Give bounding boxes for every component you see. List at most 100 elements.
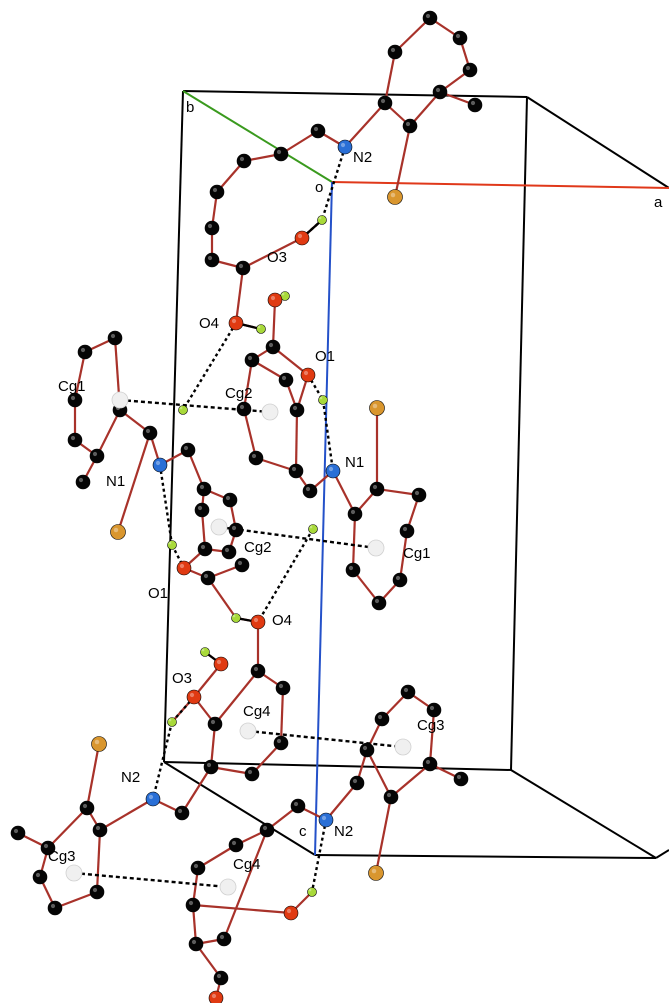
carbon-atom <box>79 800 95 816</box>
label-o1-left: O1 <box>148 585 168 602</box>
oxygen-atom <box>186 689 202 705</box>
atom-highlight <box>155 460 161 466</box>
atom-highlight <box>281 375 287 381</box>
atom-highlight <box>239 404 245 410</box>
oxygen-atom <box>250 614 266 630</box>
bond <box>394 17 431 53</box>
bond <box>374 796 393 874</box>
carbon-atom <box>47 900 63 916</box>
carbon-atom <box>426 702 442 718</box>
bond <box>95 829 102 893</box>
atom-highlight <box>207 255 213 261</box>
carbon-atom <box>383 789 399 805</box>
atom-highlight <box>92 887 98 893</box>
carbon-atom <box>399 523 415 539</box>
atom-highlight <box>110 333 116 339</box>
hydrogen-bond <box>320 146 347 221</box>
cell-edge <box>655 849 669 859</box>
carbon-atom <box>359 742 375 758</box>
atom-highlight <box>207 223 213 229</box>
bond <box>398 530 409 581</box>
bond <box>197 844 237 869</box>
bond <box>294 409 299 472</box>
label-cg3-left: Cg3 <box>48 848 76 865</box>
atom-highlight <box>197 505 203 511</box>
carbon-atom <box>213 970 229 986</box>
atom-highlight <box>372 403 378 409</box>
axis-c <box>314 181 333 856</box>
label-cg2-left: Cg2 <box>225 385 253 402</box>
atom-highlight <box>281 292 285 296</box>
carbon-atom <box>221 544 237 560</box>
carbon-atom <box>236 401 252 417</box>
atom-highlight <box>395 575 401 581</box>
carbon-atom <box>222 492 238 508</box>
atom-highlight <box>390 192 396 198</box>
cell-edge <box>163 90 184 763</box>
label-o1-right: O1 <box>315 348 335 365</box>
carbon-atom <box>347 506 363 522</box>
atom-highlight <box>380 98 386 104</box>
atom-highlight <box>78 477 84 483</box>
bond <box>344 102 386 148</box>
atom-highlight <box>247 769 253 775</box>
carbon-atom <box>310 123 326 139</box>
hydrogen-bond-contacts <box>73 146 404 893</box>
oxygen-atom <box>208 990 224 1003</box>
nitrogen-atom <box>152 457 168 473</box>
carbon-atom <box>265 339 281 355</box>
carbon-atom <box>92 822 108 838</box>
atom-highlight <box>340 142 346 148</box>
carbon-atom <box>185 897 201 913</box>
bond <box>351 513 357 571</box>
atom-labels: N2 O3 O4 O1 Cg1 Cg2 N1 N1 Cg2 Cg1 O1 O4 … <box>48 149 445 873</box>
bond <box>393 125 412 198</box>
atom-highlight <box>372 484 378 490</box>
ring-centroid <box>219 878 237 896</box>
bond <box>192 903 292 915</box>
carbon-atom <box>244 352 260 368</box>
carbon-atom <box>432 84 448 100</box>
carbon-atom <box>369 481 385 497</box>
bromine-atom <box>91 736 107 752</box>
bond <box>271 299 277 348</box>
atom-highlight <box>350 509 356 515</box>
atom-highlight <box>191 939 197 945</box>
carbon-atom <box>462 62 478 78</box>
oxygen-atom <box>228 315 244 331</box>
carbon-atom <box>273 146 289 162</box>
carbon-atom <box>40 840 56 856</box>
carbon-atom <box>67 392 83 408</box>
label-n2-left: N2 <box>121 769 140 786</box>
atom-highlight <box>371 868 377 874</box>
atom-highlight <box>70 395 76 401</box>
hydrogen-bond <box>256 528 315 623</box>
atom-highlight <box>231 840 237 846</box>
carbon-atom <box>203 759 219 775</box>
hydrogen-atom <box>167 540 177 550</box>
atom-highlight <box>278 683 284 689</box>
atom-highlight <box>231 318 237 324</box>
hydrogen-bond <box>306 374 325 401</box>
carbon-atom <box>204 252 220 268</box>
bond <box>222 829 269 940</box>
bromine-atom <box>387 189 403 205</box>
bond <box>366 749 392 798</box>
hydrogen-bond <box>151 721 174 800</box>
carbon-atom <box>75 474 91 490</box>
carbon-atom <box>188 936 204 952</box>
atom-highlight <box>216 973 222 979</box>
carbon-atom <box>302 483 318 499</box>
atom-highlight <box>231 525 237 531</box>
atom-highlight <box>297 233 303 239</box>
atom-highlight <box>253 666 259 672</box>
atom-highlight <box>148 794 154 800</box>
label-cg3-right: Cg3 <box>417 717 445 734</box>
bond <box>207 577 237 619</box>
atom-highlight <box>470 100 476 106</box>
atom-highlight <box>403 687 409 693</box>
atom-highlight <box>276 149 282 155</box>
oxygen-atom <box>283 905 299 921</box>
carbon-atom <box>345 562 361 578</box>
bond <box>234 267 245 324</box>
